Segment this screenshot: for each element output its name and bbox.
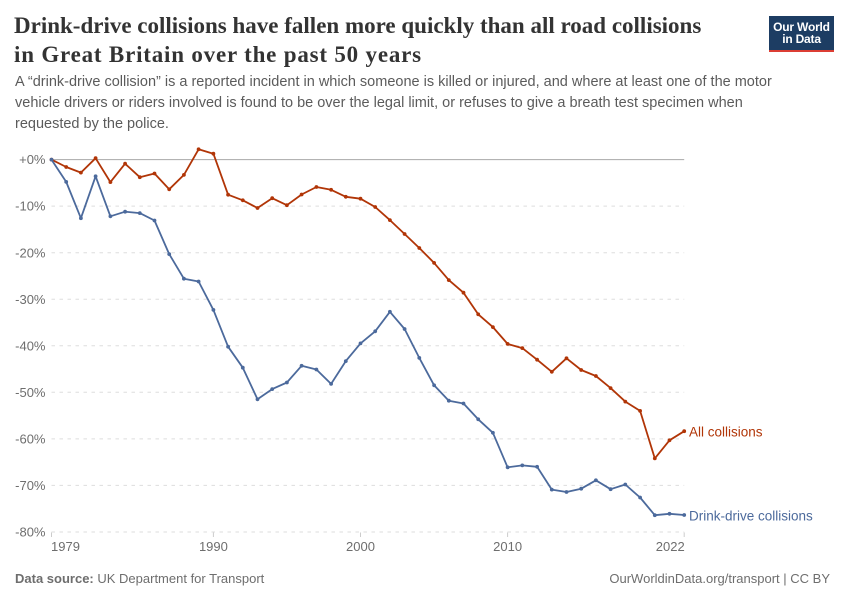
svg-text:1979: 1979: [51, 539, 80, 554]
svg-text:-30%: -30%: [15, 292, 46, 307]
svg-text:+0%: +0%: [19, 152, 46, 167]
svg-text:Drink-drive collisions: Drink-drive collisions: [689, 508, 813, 523]
svg-text:2022: 2022: [656, 539, 685, 554]
svg-text:2000: 2000: [346, 539, 375, 554]
svg-text:-80%: -80%: [15, 525, 46, 540]
svg-text:-50%: -50%: [15, 385, 46, 400]
svg-text:1990: 1990: [199, 539, 228, 554]
svg-text:-70%: -70%: [15, 478, 46, 493]
svg-text:All collisions: All collisions: [689, 425, 763, 440]
svg-text:-40%: -40%: [15, 338, 46, 353]
svg-text:-60%: -60%: [15, 432, 46, 447]
svg-text:2010: 2010: [493, 539, 522, 554]
svg-text:-10%: -10%: [15, 199, 46, 214]
svg-text:-20%: -20%: [15, 245, 46, 260]
